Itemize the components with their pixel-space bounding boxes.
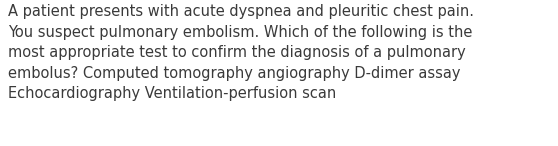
Text: A patient presents with acute dyspnea and pleuritic chest pain.
You suspect pulm: A patient presents with acute dyspnea an… (8, 4, 474, 101)
